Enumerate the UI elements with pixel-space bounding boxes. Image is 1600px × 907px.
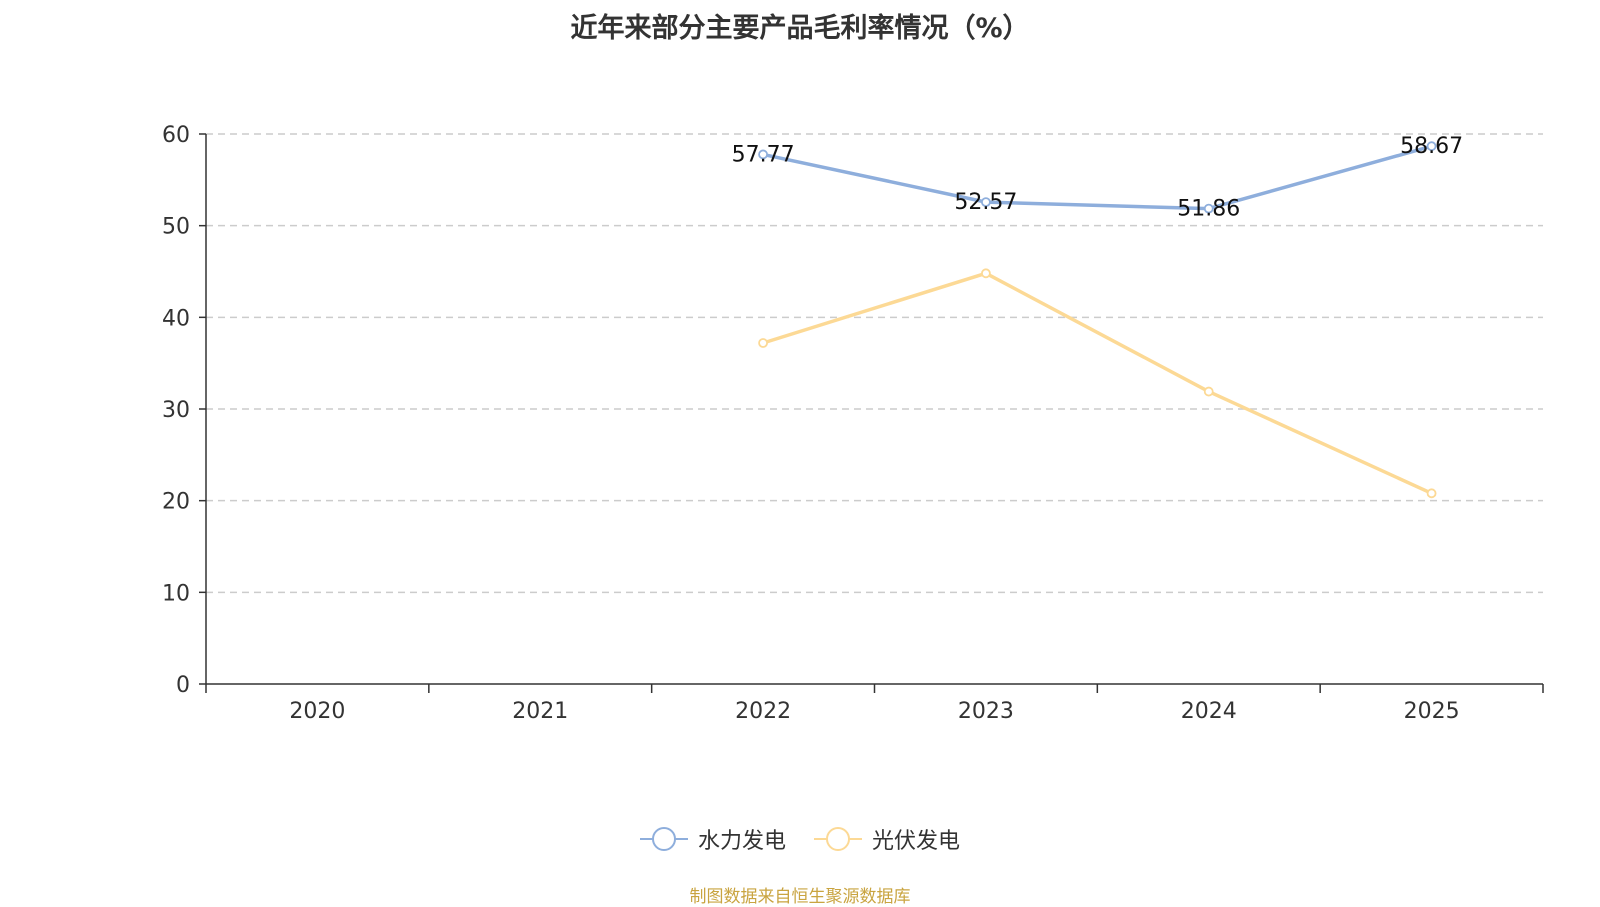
legend-label-solar: 光伏发电: [872, 829, 961, 854]
chart-title: 近年来部分主要产品毛利率情况（%）: [570, 13, 1030, 44]
data-point: [981, 197, 991, 208]
x-tick-label: 2025: [1404, 699, 1460, 724]
x-tick-label: 2023: [958, 699, 1014, 724]
legend-item-solar[interactable]: 光伏发电: [814, 823, 960, 855]
y-tick-label: 50: [162, 215, 190, 240]
legend-item-hydro[interactable]: 水力发电: [639, 823, 786, 855]
legend-label-hydro: 水力发电: [697, 829, 786, 854]
data-point: [758, 149, 768, 160]
y-tick-label: 20: [162, 490, 190, 515]
y-tick-label: 60: [162, 123, 190, 148]
data-label: 57.77: [732, 142, 795, 167]
source-note: 制图数据来自恒生聚源数据库: [689, 887, 911, 907]
y-tick-label: 30: [162, 398, 190, 423]
legend-line-circle-icon: [639, 827, 688, 851]
legend-swatch-circle: [826, 827, 850, 851]
x-tick-label: 2021: [512, 699, 568, 724]
series-line-hydro: [762, 144, 1433, 211]
data-point: [1426, 488, 1437, 499]
legend-swatch-circle: [651, 827, 676, 851]
legend-line-circle-icon: [814, 827, 862, 851]
y-tick-label: 10: [162, 581, 190, 606]
series-line-solar: [762, 271, 1433, 495]
data-point: [981, 268, 991, 279]
data-label: 51.86: [1177, 197, 1240, 222]
x-tick-label: 2022: [735, 699, 791, 724]
x-tick-label: 2024: [1181, 699, 1237, 724]
x-tick-label: 2020: [289, 699, 345, 724]
data-point: [758, 338, 768, 348]
data-label: 52.57: [954, 190, 1017, 215]
legend: 水力发电 光伏发电: [0, 822, 1600, 856]
y-tick-label: 40: [162, 306, 190, 331]
data-point: [1203, 203, 1214, 214]
data-label: 58.67: [1400, 134, 1463, 159]
data-point: [1203, 386, 1214, 397]
y-tick-label: 0: [176, 673, 190, 698]
data-point: [1426, 141, 1437, 152]
